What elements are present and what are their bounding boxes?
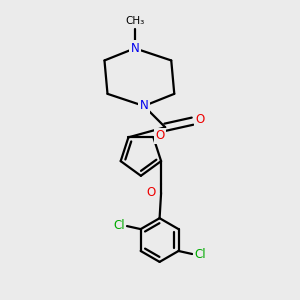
Text: CH₃: CH₃ bbox=[125, 16, 144, 26]
Text: N: N bbox=[130, 42, 139, 55]
Text: Cl: Cl bbox=[113, 219, 124, 232]
Text: Cl: Cl bbox=[195, 248, 206, 261]
Text: O: O bbox=[147, 187, 156, 200]
Text: O: O bbox=[196, 113, 205, 126]
Text: O: O bbox=[155, 129, 165, 142]
Text: N: N bbox=[140, 100, 148, 112]
